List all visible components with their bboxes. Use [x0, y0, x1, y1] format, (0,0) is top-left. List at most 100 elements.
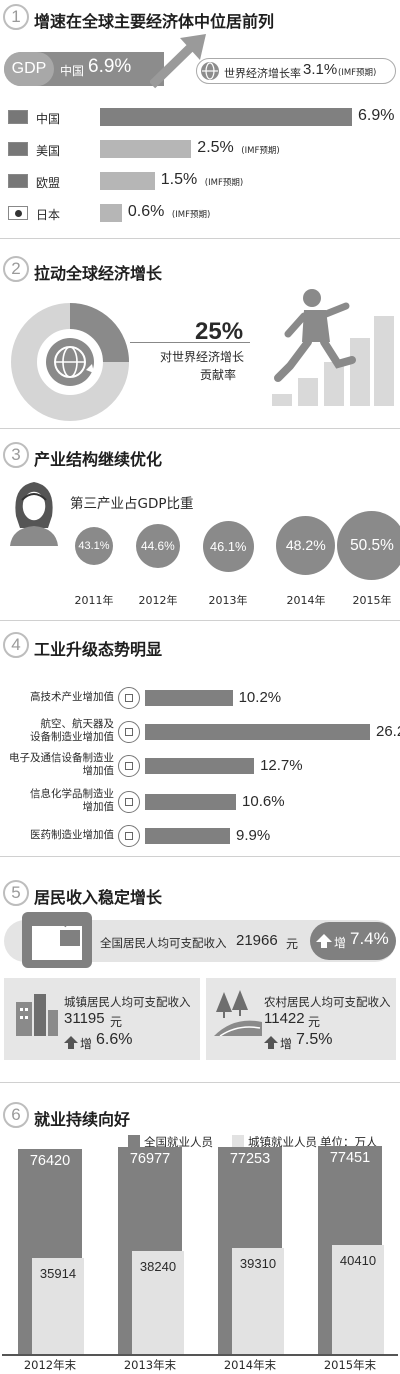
wallet-icon	[22, 912, 92, 968]
rural-growth-prefix: 增	[280, 1037, 293, 1051]
year-label: 2013年末	[123, 1358, 177, 1372]
country-note: (IMF预期)	[241, 146, 280, 156]
service-worker-icon	[10, 482, 58, 546]
icon-glyph	[125, 832, 133, 840]
rural-income-unit: 元	[308, 1015, 321, 1029]
urban-income-label: 城镇居民人均可支配收入	[64, 995, 191, 1009]
rural-growth-value: 7.5%	[296, 1031, 333, 1048]
year-label: 2014年	[286, 594, 326, 607]
country-value: 2.5%	[197, 139, 234, 156]
industry-label: 信息化学品制造业 增加值	[6, 788, 114, 814]
world-growth-value: 3.1%	[303, 61, 338, 78]
section-title: 产业结构继续优化	[34, 450, 163, 469]
urban-income-value: 31195	[64, 1010, 105, 1027]
legend-urban-swatch	[232, 1135, 244, 1147]
chip-icon	[118, 687, 140, 709]
contribution-donut-chart	[11, 303, 129, 421]
airplane-icon	[118, 721, 140, 743]
contribution-desc-line1: 对世界经济增长	[160, 350, 245, 364]
section-number: 4	[3, 632, 29, 658]
industry-label-line: 增加值	[82, 801, 115, 813]
share-bubble: 46.1%	[202, 520, 254, 572]
world-growth-label: 世界经济增长率	[224, 67, 301, 80]
icon-glyph	[125, 798, 133, 806]
year-label: 2013年	[208, 594, 248, 607]
divider	[0, 1082, 400, 1083]
urban-employment-value: 35914	[39, 1265, 77, 1281]
rural-income-label: 农村居民人均可支配收入	[264, 995, 391, 1009]
world-growth-note: (IMF预期)	[338, 68, 377, 78]
total-employment-value: 77253	[229, 1150, 271, 1167]
industry-bar	[145, 828, 231, 844]
industry-bar	[145, 690, 233, 706]
national-income-value: 21966	[236, 932, 278, 949]
industry-label: 高技术产业增加值	[6, 691, 114, 704]
industry-label-line: 电子及通信设备制造业	[9, 752, 114, 764]
industry-label-line: 航空、航天器及	[40, 718, 115, 730]
world-growth-box	[196, 58, 396, 84]
usa-flag-icon	[8, 142, 28, 156]
industry-value: 10.2%	[238, 689, 282, 706]
eu-flag-icon	[8, 174, 28, 188]
up-arrow-icon	[264, 1036, 278, 1049]
divider	[0, 620, 400, 621]
urban-employment-bar	[232, 1248, 284, 1354]
industry-label-line: 设备制造业增加值	[30, 731, 114, 743]
industry-value: 10.6%	[242, 793, 285, 810]
unit-label: 单位：万人	[320, 1135, 378, 1149]
legend-total-label: 全国就业人员	[144, 1135, 213, 1149]
section-number: 6	[3, 1102, 29, 1128]
china-flag-icon	[8, 110, 28, 124]
country-bar	[100, 204, 122, 222]
urban-employment-bar	[32, 1257, 84, 1354]
microscope-icon	[118, 825, 140, 847]
icon-glyph	[125, 762, 133, 770]
industry-value: 12.7%	[260, 757, 303, 774]
city-buildings-icon	[16, 994, 58, 1036]
section-title: 拉动全球经济增长	[34, 264, 163, 283]
rural-income-card	[206, 978, 396, 1060]
urban-employment-value: 40410	[339, 1253, 377, 1269]
country-value: 6.9%	[358, 107, 395, 124]
share-bubble: 43.1%	[75, 527, 113, 565]
urban-employment-value: 38240	[139, 1259, 177, 1275]
urban-employment-bar	[132, 1251, 184, 1354]
country-value: 1.5%	[160, 171, 198, 188]
industry-label-line: 医药制造业增加值	[30, 829, 114, 841]
industry-label: 医药制造业增加值	[6, 829, 114, 842]
industry-bar	[145, 794, 237, 810]
industry-label: 航空、航天器及 设备制造业增加值	[6, 718, 114, 744]
icon-glyph	[125, 694, 133, 702]
industry-bar	[145, 724, 370, 740]
country-note: (IMF预期)	[171, 210, 211, 220]
section-title: 就业持续向好	[34, 1110, 131, 1129]
up-arrow-icon	[316, 934, 332, 948]
country-value: 0.6%	[127, 203, 165, 220]
share-bubble: 44.6%	[135, 523, 180, 568]
country-label: 中国	[36, 112, 61, 126]
growth-arrow-icon	[150, 34, 206, 89]
year-label: 2012年末	[23, 1358, 77, 1372]
total-employment-value: 76420	[29, 1152, 71, 1169]
legend-total-swatch	[128, 1135, 140, 1147]
industry-label: 电子及通信设备制造业 增加值	[6, 752, 114, 778]
urban-income-unit: 元	[110, 1015, 123, 1029]
total-employment-value: 77451	[329, 1150, 371, 1166]
year-label: 2014年末	[223, 1358, 277, 1372]
japan-flag-icon	[8, 206, 28, 220]
gdp-china-value: 6.9%	[88, 56, 132, 77]
legend-urban-label: 城镇就业人员	[248, 1135, 317, 1149]
national-growth-prefix: 增	[334, 936, 347, 950]
tablet-icon	[118, 755, 140, 777]
contribution-value: 25%	[195, 318, 244, 345]
urban-employment-value: 39310	[239, 1256, 277, 1272]
urban-growth-prefix: 增	[80, 1037, 93, 1051]
industry-label-line: 增加值	[82, 765, 115, 777]
year-label: 2015年末	[323, 1358, 377, 1372]
section-number: 3	[3, 442, 29, 468]
gdp-china-label: 中国	[60, 64, 85, 78]
contribution-desc-line2: 贡献率	[200, 368, 237, 382]
industry-label-line: 信息化学品制造业	[30, 788, 114, 800]
total-employment-value: 76977	[129, 1151, 171, 1168]
section-title: 居民收入稳定增长	[34, 888, 163, 907]
